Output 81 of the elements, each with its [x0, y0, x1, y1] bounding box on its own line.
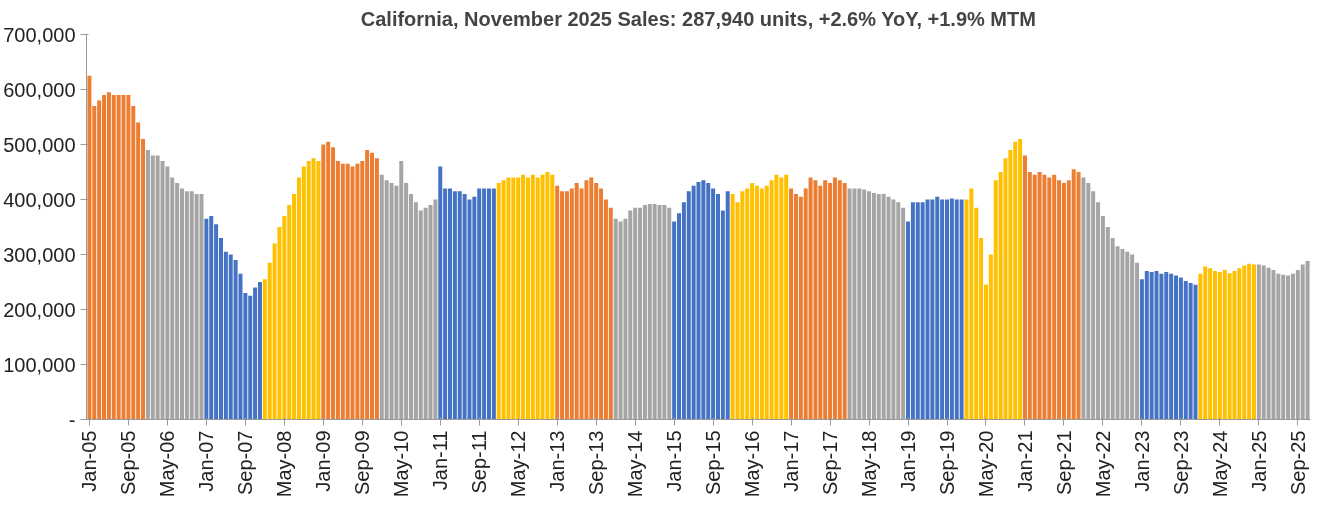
chart-title: California, November 2025 Sales: 287,940 units, +2.6% YoY, +1.9% MTM	[360, 7, 1036, 30]
bar	[842, 183, 847, 420]
bar	[121, 95, 126, 420]
x-tick-label: Jan-09	[312, 430, 335, 492]
bar	[555, 185, 560, 420]
bar	[730, 194, 735, 420]
bar	[808, 177, 813, 420]
bar	[930, 199, 935, 420]
x-tick-label: May-14	[624, 430, 647, 498]
x-tick-label: Jan-13	[546, 430, 569, 492]
x-tick-label: Jan-19	[897, 430, 920, 492]
y-tick-label: 200,000	[3, 298, 76, 321]
y-tick-label: 300,000	[3, 243, 76, 266]
x-tick-label: Sep-25	[1286, 430, 1309, 495]
x-tick-label: Sep-05	[117, 430, 140, 495]
y-tick-label: 100,000	[3, 353, 76, 376]
x-tick-label: Jan-23	[1130, 430, 1153, 492]
y-tick-label: 600,000	[3, 78, 76, 101]
bar	[925, 199, 930, 420]
bar	[1154, 271, 1159, 420]
x-tick-label: Jan-21	[1013, 430, 1036, 492]
y-tick-label: 700,000	[3, 23, 76, 46]
bar	[701, 180, 706, 420]
x-tick-label: Jan-05	[78, 430, 101, 492]
bar	[350, 166, 355, 420]
bar	[438, 166, 443, 420]
x-tick-label: Sep-19	[936, 430, 958, 495]
bar	[725, 191, 730, 420]
bar	[204, 218, 209, 420]
x-tick-label: Jan-25	[1247, 430, 1270, 492]
x-tick-label: Jan-17	[780, 430, 803, 492]
bar	[355, 163, 360, 420]
bar	[1193, 284, 1198, 420]
bar	[540, 174, 545, 420]
bar	[1251, 264, 1256, 420]
bar	[1159, 273, 1164, 420]
x-tick-label: Sep-09	[351, 430, 374, 495]
bar	[311, 158, 316, 420]
bar	[1076, 172, 1081, 420]
x-tick-label: Jan-07	[195, 430, 218, 492]
bar	[316, 161, 321, 420]
bar	[813, 180, 818, 420]
x-tick-label: May-10	[390, 430, 413, 498]
bar	[126, 95, 131, 420]
bar	[1232, 271, 1237, 420]
x-tick-label: Sep-23	[1169, 430, 1192, 495]
x-tick-label: May-12	[507, 430, 530, 498]
bar	[1042, 174, 1047, 420]
bar	[789, 188, 794, 420]
x-tick-label: Sep-15	[702, 430, 725, 495]
y-tick-label: 400,000	[3, 188, 76, 211]
bar	[506, 177, 511, 420]
bar	[501, 180, 506, 420]
bar	[959, 199, 964, 420]
x-tick-label: Sep-11	[468, 430, 491, 494]
bar	[87, 75, 92, 420]
x-tick-label: May-22	[1091, 430, 1114, 498]
bar	[1037, 172, 1042, 420]
x-tick-label: May-20	[974, 430, 997, 498]
x-tick-label: May-18	[858, 430, 881, 498]
y-tick-label: 500,000	[3, 133, 76, 156]
x-tick-label: Jan-11	[429, 430, 452, 491]
bar	[545, 172, 550, 420]
x-tick-label: May-16	[741, 430, 764, 498]
x-tick-label: May-08	[273, 430, 296, 498]
bar	[584, 180, 589, 420]
bar	[321, 144, 326, 420]
bar	[691, 185, 696, 420]
y-tick-label: -	[68, 408, 76, 431]
bar	[257, 282, 262, 420]
x-tick-label: Sep-21	[1052, 430, 1075, 495]
bar	[1227, 273, 1232, 420]
x-tick-label: May-06	[156, 430, 179, 498]
x-tick-label: Jan-15	[663, 430, 686, 492]
bar	[491, 188, 496, 420]
bar	[462, 194, 467, 420]
x-tick-label: Sep-17	[819, 430, 842, 495]
x-tick-label: Sep-07	[234, 430, 257, 495]
x-tick-label: Sep-13	[585, 430, 608, 495]
bar	[774, 174, 779, 420]
x-tick-label: May-24	[1208, 430, 1231, 498]
